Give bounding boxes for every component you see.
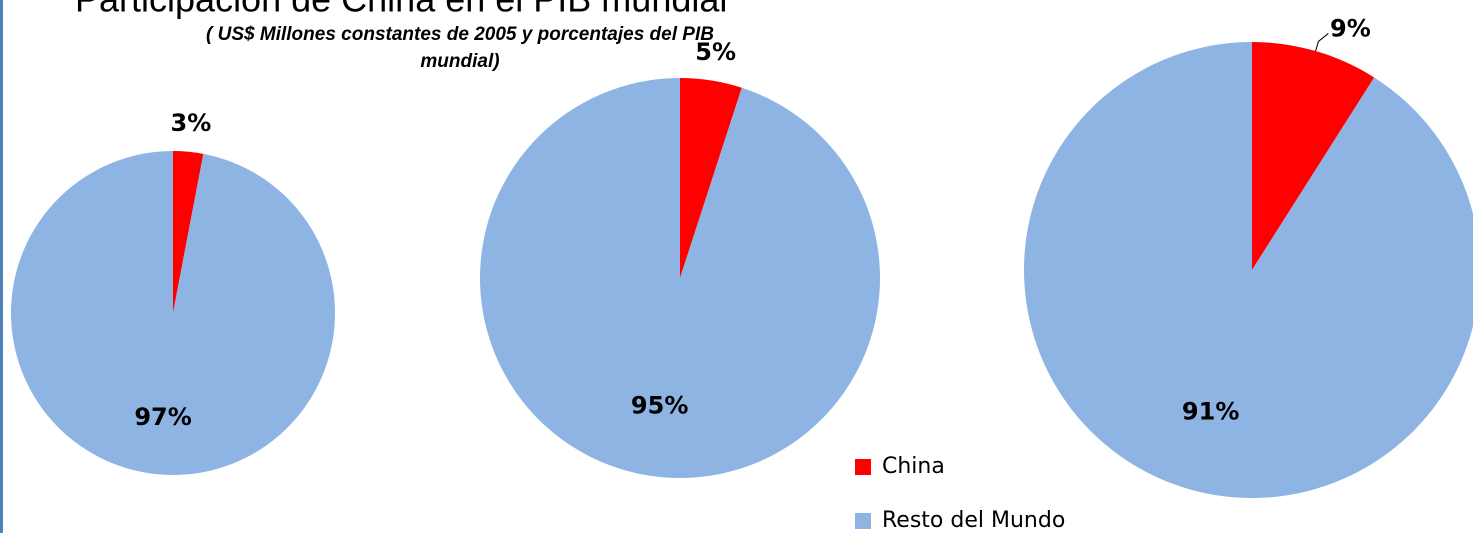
- legend-swatch: [855, 513, 871, 529]
- leader-line: [1315, 33, 1329, 52]
- chart-subtitle: ( US$ Millones constantes de 2005 y porc…: [206, 24, 714, 72]
- left-border: [0, 0, 3, 533]
- data-label: 3%: [171, 109, 212, 137]
- pie-slice: [480, 78, 881, 479]
- pie-slice: [10, 151, 336, 476]
- legend-label: Resto del Mundo: [882, 508, 1065, 533]
- pie-slice: [680, 78, 742, 278]
- data-label: 97%: [134, 403, 191, 431]
- legend-swatch: [855, 459, 871, 475]
- data-label: 5%: [695, 38, 736, 66]
- legend-label: China: [882, 454, 945, 479]
- chart-title: Participación de China en el PIB mundial: [75, 0, 727, 20]
- data-label: 91%: [1182, 397, 1239, 425]
- data-label: 9%: [1330, 14, 1371, 42]
- pie-slice: [1024, 42, 1473, 498]
- pie-slice: [1252, 42, 1375, 270]
- data-label: 95%: [631, 391, 688, 419]
- pie-slice: [173, 151, 204, 313]
